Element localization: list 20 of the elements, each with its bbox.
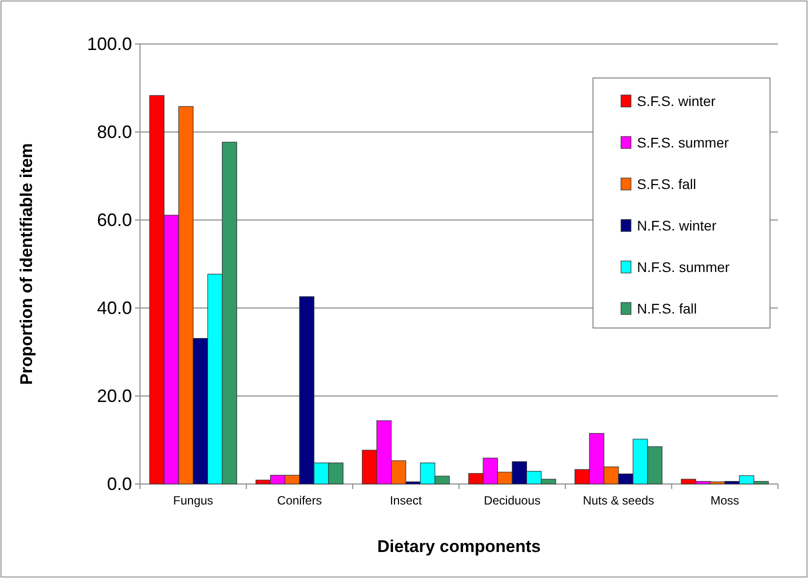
legend-label: S.F.S. summer	[637, 134, 730, 150]
y-axis-title: Proportion of identifiable item	[17, 143, 36, 385]
x-tick-label: Moss	[710, 494, 740, 508]
x-axis-title: Dietary components	[377, 537, 541, 556]
y-tick-label: 80.0	[96, 122, 132, 142]
legend-label: S.F.S. fall	[637, 176, 696, 192]
x-tick-label: Insect	[390, 494, 423, 508]
legend-label: N.F.S. winter	[637, 218, 717, 234]
legend-label: N.F.S. fall	[637, 300, 697, 316]
legend-label: N.F.S. summer	[637, 259, 730, 275]
x-tick-label: Conifers	[277, 494, 322, 508]
y-tick-label: 0.0	[106, 474, 132, 494]
y-tick-label: 100.0	[86, 34, 132, 54]
x-tick-label: Nuts & seeds	[582, 494, 654, 508]
legend-label: S.F.S. winter	[637, 93, 716, 109]
y-tick-label: 20.0	[96, 386, 132, 406]
y-tick-label: 40.0	[96, 298, 132, 318]
y-tick-label: 60.0	[96, 210, 132, 230]
x-tick-label: Fungus	[173, 494, 214, 508]
x-tick-label: Deciduous	[484, 494, 541, 508]
